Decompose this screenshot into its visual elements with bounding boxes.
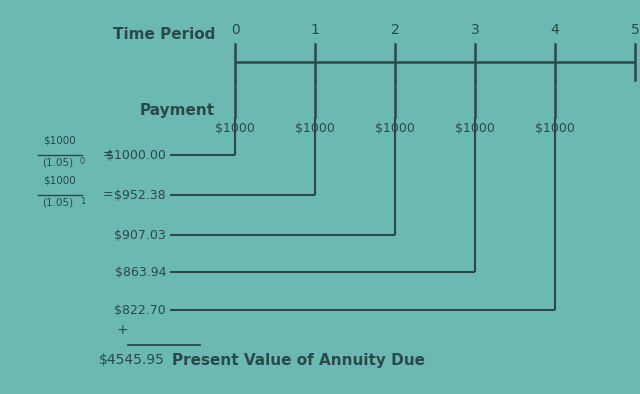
Text: (1.05): (1.05) <box>42 157 74 167</box>
Text: =: = <box>102 149 113 162</box>
Text: $1000.00: $1000.00 <box>106 149 166 162</box>
Text: 1: 1 <box>80 197 85 206</box>
Text: +: + <box>116 323 128 337</box>
Text: $1000: $1000 <box>455 122 495 135</box>
Text: 3: 3 <box>470 23 479 37</box>
Text: 0: 0 <box>230 23 239 37</box>
Text: $4545.95: $4545.95 <box>99 353 165 367</box>
Text: (1.05): (1.05) <box>42 197 74 207</box>
Text: $822.70: $822.70 <box>115 303 166 316</box>
Text: =: = <box>102 188 113 201</box>
Text: $952.38: $952.38 <box>115 188 166 201</box>
Text: $907.03: $907.03 <box>115 229 166 242</box>
Text: 1: 1 <box>310 23 319 37</box>
Text: $1000: $1000 <box>44 135 76 145</box>
Text: 2: 2 <box>390 23 399 37</box>
Text: $1000: $1000 <box>295 122 335 135</box>
Text: Payment: Payment <box>140 102 215 117</box>
Text: $1000: $1000 <box>375 122 415 135</box>
Text: 5: 5 <box>630 23 639 37</box>
Text: 0: 0 <box>80 157 85 166</box>
Text: $1000: $1000 <box>535 122 575 135</box>
Text: Time Period: Time Period <box>113 27 215 42</box>
Text: $863.94: $863.94 <box>115 266 166 279</box>
Text: 4: 4 <box>550 23 559 37</box>
Text: $1000: $1000 <box>44 175 76 185</box>
Text: Present Value of Annuity Due: Present Value of Annuity Due <box>172 353 425 368</box>
Text: $1000: $1000 <box>215 122 255 135</box>
